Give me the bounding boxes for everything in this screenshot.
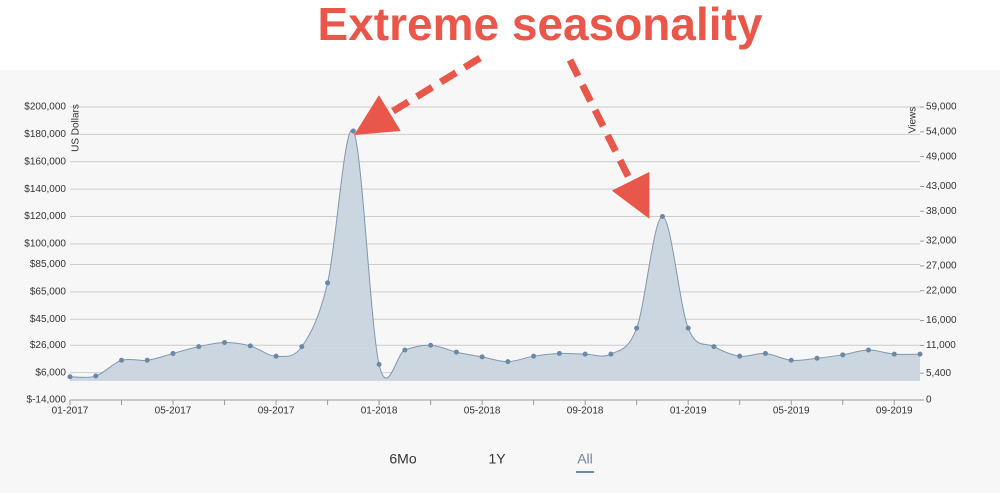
data-point: [196, 344, 202, 350]
data-point: [119, 357, 125, 363]
y-tick-label: $-14,000: [27, 395, 67, 406]
data-point: [402, 347, 408, 353]
x-tick-label: 05-2019: [773, 406, 810, 417]
data-point: [273, 353, 279, 359]
y2-tick-label: 27,000: [926, 261, 957, 272]
data-point: [325, 280, 331, 286]
range-button[interactable]: All: [577, 451, 593, 467]
y2-tick-label: 59,000: [926, 102, 957, 113]
x-tick-label: 09-2017: [258, 406, 295, 417]
y2-tick-label: 16,000: [926, 315, 957, 326]
x-tick-label: 01-2018: [361, 406, 398, 417]
data-point: [170, 350, 176, 356]
range-button[interactable]: 6Mo: [389, 451, 416, 467]
data-point: [917, 351, 923, 357]
y2-axis-label: Views: [908, 107, 919, 134]
y-tick-label: $120,000: [24, 211, 66, 222]
data-point: [634, 325, 640, 331]
data-point: [891, 351, 897, 357]
data-point: [659, 214, 665, 220]
data-point: [711, 344, 717, 350]
y-tick-label: $65,000: [30, 286, 67, 297]
data-point: [531, 353, 537, 359]
data-point: [247, 343, 253, 349]
y-tick-label: $45,000: [30, 314, 67, 325]
data-point: [299, 344, 305, 350]
y2-tick-label: 38,000: [926, 206, 957, 217]
data-point: [93, 373, 99, 379]
annotation-arrow: [354, 55, 482, 135]
y-tick-label: $85,000: [30, 259, 67, 270]
range-button[interactable]: 1Y: [488, 451, 506, 467]
data-point: [144, 357, 150, 363]
x-tick-label: 01-2017: [52, 406, 89, 417]
y-tick-label: $26,000: [30, 340, 67, 351]
y-tick-label: $180,000: [24, 129, 66, 140]
y2-tick-label: 32,000: [926, 236, 957, 247]
y-tick-label: $160,000: [24, 156, 66, 167]
data-point: [505, 359, 511, 365]
data-point: [222, 339, 228, 345]
y-tick-label: $100,000: [24, 239, 66, 250]
annotation: Extreme seasonality: [318, 0, 763, 50]
x-tick-label: 05-2017: [155, 406, 192, 417]
y-axis-label: US Dollars: [71, 104, 82, 152]
y2-tick-label: 22,000: [926, 285, 957, 296]
data-point: [428, 342, 434, 348]
data-point: [685, 325, 691, 331]
x-tick-label: 05-2018: [464, 406, 501, 417]
data-point: [762, 350, 768, 356]
data-point: [788, 357, 794, 363]
data-point: [453, 349, 459, 355]
data-point: [865, 347, 871, 353]
y2-tick-label: 11,000: [926, 340, 956, 351]
data-point: [814, 355, 820, 361]
chart-background: [0, 70, 1000, 493]
y2-tick-label: 54,000: [926, 126, 957, 137]
x-tick-label: 09-2018: [567, 406, 604, 417]
data-point: [556, 350, 562, 356]
y-tick-label: $6,000: [35, 367, 66, 378]
data-point: [582, 351, 588, 357]
data-point: [737, 353, 743, 359]
data-point: [479, 354, 485, 360]
y2-tick-label: 5,400: [926, 368, 951, 379]
y-tick-label: $140,000: [24, 184, 66, 195]
data-point: [840, 352, 846, 358]
y-tick-label: $200,000: [24, 102, 66, 113]
data-point: [376, 361, 382, 367]
y2-tick-label: 43,000: [926, 181, 957, 192]
data-point: [350, 128, 356, 134]
x-tick-label: 01-2019: [670, 406, 707, 417]
data-point: [608, 351, 614, 357]
y2-tick-label: 49,000: [926, 151, 957, 162]
x-tick-label: 09-2019: [876, 406, 913, 417]
data-point: [67, 374, 73, 380]
y2-tick-label: 0: [926, 395, 932, 406]
